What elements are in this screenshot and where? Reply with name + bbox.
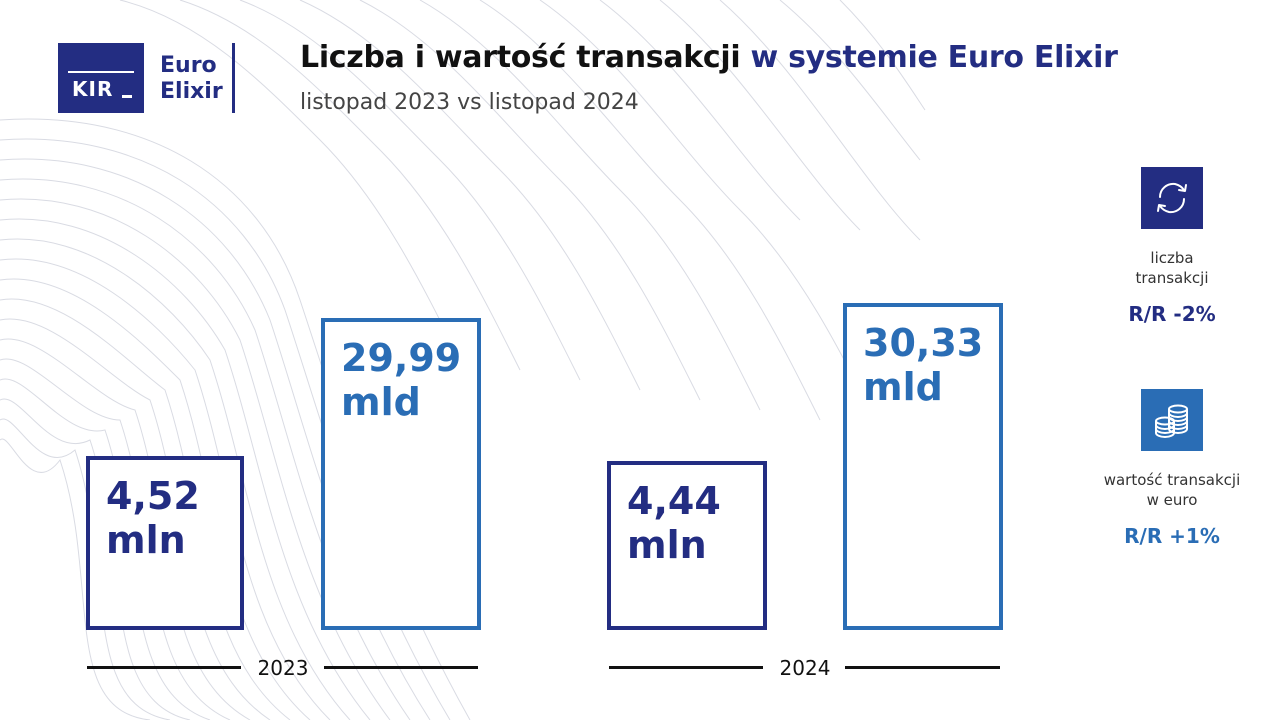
bar-2023-count: 4,52 mln xyxy=(86,456,244,630)
bar-value: 4,44 xyxy=(627,479,721,523)
coins-stack-icon xyxy=(1141,389,1203,451)
bar-value: 30,33 xyxy=(863,321,984,365)
bar-label: 29,99 mld xyxy=(341,336,461,424)
bar-value: 4,52 xyxy=(106,474,200,518)
value-yoy-value: R/R +1% xyxy=(1124,524,1220,548)
title-part-2: w systemie Euro Elixir xyxy=(750,40,1118,75)
bar-2024-count: 4,44 mln xyxy=(607,461,767,630)
title-part-1: Liczba i wartość transakcji xyxy=(300,40,741,75)
bar-label: 4,52 mln xyxy=(106,474,200,562)
axis-line-2023-left xyxy=(87,666,241,669)
euro-elixir-logo-text: Euro Elixir xyxy=(160,53,223,105)
bar-2023-value: 29,99 mld xyxy=(321,318,481,630)
bar-value: 29,99 xyxy=(341,336,462,380)
logo-kir-text: KIR xyxy=(72,77,114,101)
bar-unit: mld xyxy=(341,380,421,424)
count-yoy-value: R/R -2% xyxy=(1128,302,1216,326)
axis-line-2024-right xyxy=(845,666,1000,669)
axis-line-2023-right xyxy=(324,666,478,669)
logo-divider xyxy=(232,43,235,113)
value-label: wartość transakcji w euro xyxy=(1087,470,1257,510)
axis-line-2024-left xyxy=(609,666,763,669)
count-label: liczba transakcji xyxy=(1087,248,1257,288)
page-title: Liczba i wartość transakcji w systemie E… xyxy=(300,40,1118,75)
page-subtitle: listopad 2023 vs listopad 2024 xyxy=(300,90,639,115)
axis-label-2023: 2023 xyxy=(257,656,309,680)
bar-label: 30,33 mld xyxy=(863,321,983,409)
logo-line-1: Euro xyxy=(160,53,217,78)
value-label-line-1: wartość transakcji xyxy=(1103,471,1241,489)
kir-logo: KIR xyxy=(58,43,144,113)
bar-2024-value: 30,33 mld xyxy=(843,303,1003,630)
count-label-line-1: liczba xyxy=(1150,249,1194,267)
logo-bar xyxy=(68,71,134,73)
bar-label: 4,44 mln xyxy=(627,479,721,567)
arrows-cycle-icon xyxy=(1141,167,1203,229)
count-label-line-2: transakcji xyxy=(1135,269,1209,287)
logo-line-2: Elixir xyxy=(160,79,223,104)
axis-label-2024: 2024 xyxy=(779,656,831,680)
bar-unit: mln xyxy=(106,518,186,562)
logo-underscore xyxy=(122,95,132,98)
bar-unit: mln xyxy=(627,523,707,567)
bar-unit: mld xyxy=(863,365,943,409)
value-label-line-2: w euro xyxy=(1146,491,1198,509)
